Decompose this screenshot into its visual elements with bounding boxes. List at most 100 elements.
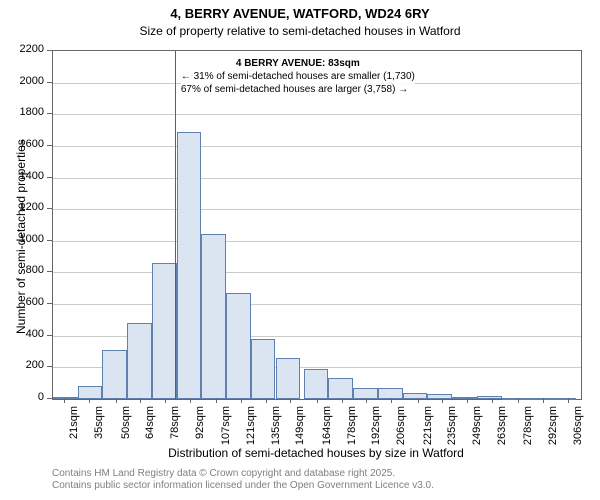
xtick-label: 107sqm (220, 406, 232, 450)
xtick-mark (241, 398, 242, 403)
xtick-mark (266, 398, 267, 403)
footer-line-1: Contains HM Land Registry data © Crown c… (52, 468, 434, 480)
ytick-label: 1800 (12, 106, 44, 118)
xtick-label: 292sqm (547, 406, 559, 450)
ytick-label: 600 (12, 296, 44, 308)
ytick-label: 400 (12, 328, 44, 340)
gridline-h (53, 146, 581, 147)
xtick-mark (64, 398, 65, 403)
xtick-label: 249sqm (471, 406, 483, 450)
ytick-label: 0 (12, 391, 44, 403)
ytick-mark (47, 398, 52, 399)
histogram-bar (526, 398, 551, 400)
histogram-bar (78, 386, 103, 399)
xtick-label: 121sqm (245, 406, 257, 450)
gridline-h (53, 209, 581, 210)
xtick-mark (317, 398, 318, 403)
xtick-label: 278sqm (522, 406, 534, 450)
ytick-label: 1000 (12, 233, 44, 245)
ytick-mark (47, 335, 52, 336)
ytick-mark (47, 177, 52, 178)
histogram-bar (201, 234, 226, 399)
xtick-mark (467, 398, 468, 403)
ytick-mark (47, 271, 52, 272)
xtick-label: 192sqm (370, 406, 382, 450)
xtick-mark (140, 398, 141, 403)
marker-line (175, 51, 176, 399)
ytick-label: 1600 (12, 138, 44, 150)
annotation-box: 4 BERRY AVENUE: 83sqm← 31% of semi-detac… (181, 57, 415, 96)
histogram-bar (102, 350, 127, 399)
xtick-mark (366, 398, 367, 403)
xtick-mark (492, 398, 493, 403)
plot-area: 4 BERRY AVENUE: 83sqm← 31% of semi-detac… (52, 50, 582, 400)
ytick-mark (47, 82, 52, 83)
xtick-mark (342, 398, 343, 403)
xtick-label: 135sqm (270, 406, 282, 450)
ytick-label: 2200 (12, 43, 44, 55)
xtick-label: 92sqm (194, 406, 206, 450)
footer-attribution: Contains HM Land Registry data © Crown c… (52, 468, 434, 492)
gridline-h (53, 114, 581, 115)
xtick-label: 50sqm (120, 406, 132, 450)
annotation-title: 4 BERRY AVENUE: 83sqm (181, 57, 415, 70)
ytick-mark (47, 208, 52, 209)
xtick-mark (165, 398, 166, 403)
ytick-label: 200 (12, 359, 44, 371)
histogram-bar (403, 393, 428, 399)
xtick-label: 206sqm (395, 406, 407, 450)
xtick-mark (543, 398, 544, 403)
ytick-label: 800 (12, 264, 44, 276)
histogram-bar (502, 398, 527, 400)
annotation-line-2: 67% of semi-detached houses are larger (… (181, 83, 415, 96)
xtick-mark (391, 398, 392, 403)
xtick-mark (190, 398, 191, 403)
ytick-label: 1200 (12, 201, 44, 213)
xtick-mark (418, 398, 419, 403)
chart-subtitle: Size of property relative to semi-detach… (0, 24, 600, 38)
histogram-bar (328, 378, 353, 399)
chart-container: 4, BERRY AVENUE, WATFORD, WD24 6RY Size … (0, 0, 600, 500)
ytick-mark (47, 240, 52, 241)
annotation-line-1: ← 31% of semi-detached houses are smalle… (181, 70, 415, 83)
xtick-mark (442, 398, 443, 403)
xtick-label: 263sqm (496, 406, 508, 450)
histogram-bar (127, 323, 152, 399)
histogram-bar (551, 398, 576, 400)
histogram-bar (276, 358, 301, 399)
xtick-label: 35sqm (93, 406, 105, 450)
histogram-bar (251, 339, 276, 399)
ytick-mark (47, 366, 52, 367)
ytick-mark (47, 303, 52, 304)
xtick-label: 178sqm (346, 406, 358, 450)
histogram-bar (427, 394, 452, 399)
histogram-bar (452, 397, 477, 399)
histogram-bar (177, 132, 202, 399)
histogram-bar (226, 293, 251, 399)
gridline-h (53, 178, 581, 179)
xtick-mark (290, 398, 291, 403)
xtick-label: 306sqm (572, 406, 584, 450)
xtick-label: 221sqm (422, 406, 434, 450)
histogram-bar (304, 369, 329, 399)
gridline-h (53, 241, 581, 242)
ytick-mark (47, 50, 52, 51)
xtick-label: 21sqm (68, 406, 80, 450)
xtick-mark (116, 398, 117, 403)
xtick-mark (216, 398, 217, 403)
ytick-mark (47, 145, 52, 146)
histogram-bar (53, 397, 78, 399)
ytick-mark (47, 113, 52, 114)
footer-line-2: Contains public sector information licen… (52, 480, 434, 492)
gridline-h (53, 272, 581, 273)
ytick-label: 1400 (12, 170, 44, 182)
histogram-bar (152, 263, 177, 399)
xtick-label: 164sqm (321, 406, 333, 450)
xtick-mark (89, 398, 90, 403)
xtick-mark (518, 398, 519, 403)
xtick-label: 78sqm (169, 406, 181, 450)
xtick-label: 235sqm (446, 406, 458, 450)
ytick-label: 2000 (12, 75, 44, 87)
chart-title: 4, BERRY AVENUE, WATFORD, WD24 6RY (0, 6, 600, 21)
gridline-h (53, 304, 581, 305)
